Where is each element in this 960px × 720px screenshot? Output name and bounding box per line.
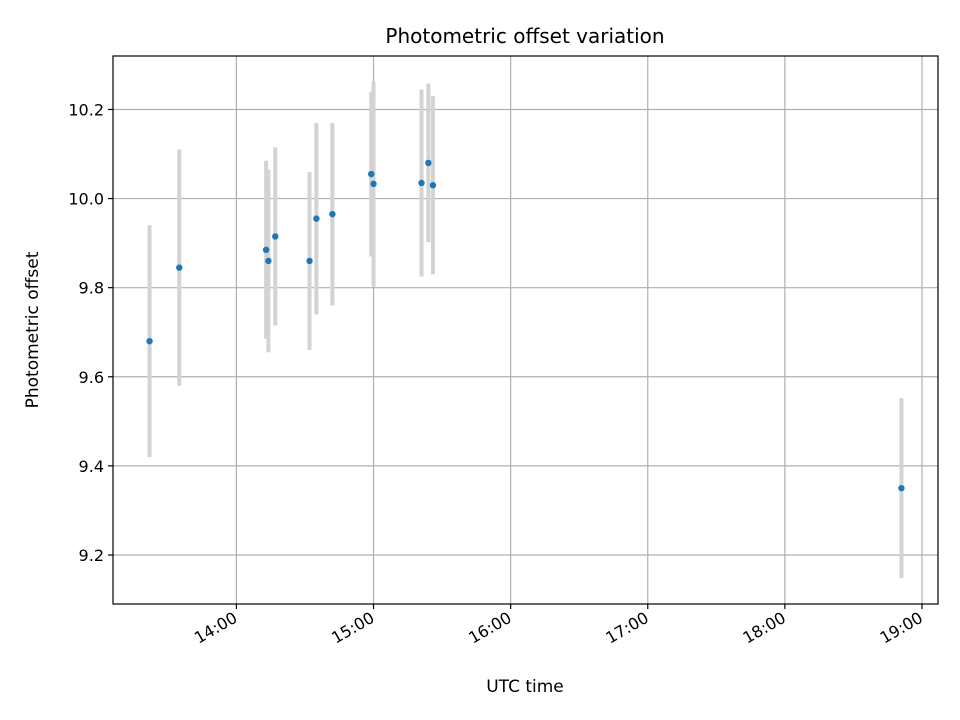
data-point <box>265 257 272 265</box>
data-point <box>329 210 336 218</box>
x-tick-label: 14:00 <box>191 608 240 648</box>
data-point <box>368 170 375 178</box>
plot-background <box>113 56 938 604</box>
chart-title: Photometric offset variation <box>385 24 664 48</box>
x-axis-ticks: 14:00 15:00 16:00 17:00 18:00 19:00 <box>191 604 926 648</box>
data-point <box>898 484 905 492</box>
data-point <box>262 246 270 254</box>
data-point <box>313 215 320 222</box>
y-tick-label: 9.4 <box>79 457 104 476</box>
y-axis-label: Photometric offset <box>23 251 43 408</box>
y-tick-label: 9.8 <box>79 279 104 298</box>
data-point <box>429 182 437 189</box>
x-axis-label: UTC time <box>486 677 564 697</box>
x-tick-label: 18:00 <box>739 608 788 648</box>
data-point <box>370 180 377 188</box>
grid-lines <box>113 56 938 604</box>
data-point <box>418 179 425 187</box>
x-tick-label: 19:00 <box>877 608 926 648</box>
data-points <box>146 159 905 492</box>
data-point <box>306 257 313 265</box>
plot-frame <box>112 55 939 605</box>
x-tick-label: 17:00 <box>602 608 651 648</box>
y-axis-ticks: 9.2 9.4 9.6 9.8 10.0 10.2 <box>68 100 113 565</box>
y-tick-label: 10.0 <box>68 190 104 209</box>
data-point <box>272 233 279 240</box>
y-tick-label: 9.6 <box>79 368 104 387</box>
y-tick-label: 10.2 <box>68 100 104 119</box>
y-tick-label: 9.2 <box>79 546 104 565</box>
data-point <box>425 159 432 167</box>
data-point <box>146 337 153 345</box>
data-point <box>176 264 183 271</box>
x-tick-label: 15:00 <box>328 608 377 648</box>
x-tick-label: 16:00 <box>465 608 514 648</box>
